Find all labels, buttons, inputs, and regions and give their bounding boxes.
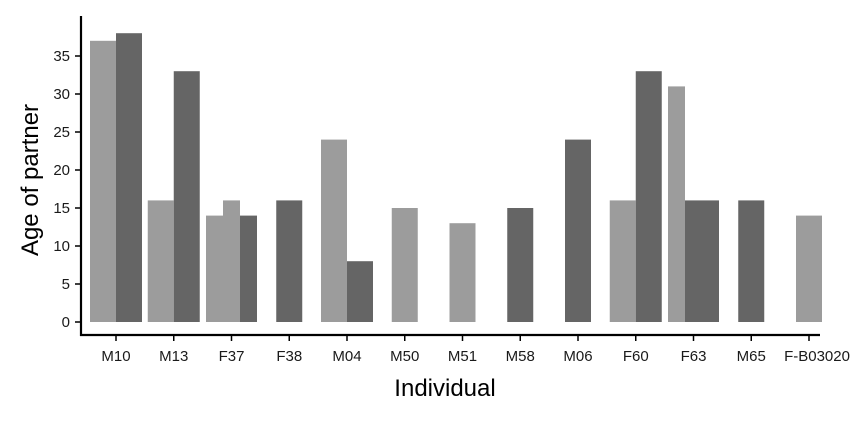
bar-M13-2 bbox=[173, 71, 200, 322]
bar-M65-1 bbox=[738, 200, 765, 322]
y-tick-label-15: 15 bbox=[53, 200, 70, 217]
bar-F38-1 bbox=[276, 200, 303, 322]
x-tick-label-M50: M50 bbox=[390, 348, 419, 365]
x-tick-label-F63: F63 bbox=[681, 348, 707, 365]
x-tick-label-M06: M06 bbox=[563, 348, 592, 365]
x-tick-label-F37: F37 bbox=[219, 348, 245, 365]
bar-F37-3 bbox=[240, 215, 257, 322]
bar-M10-2 bbox=[116, 33, 142, 322]
bar-F-B03020-1 bbox=[796, 215, 822, 322]
y-tick-label-20: 20 bbox=[53, 162, 70, 179]
bar-F37-2 bbox=[223, 200, 240, 322]
x-axis-title: Individual bbox=[394, 375, 495, 402]
y-axis-title: Age of partner bbox=[17, 104, 44, 256]
bar-M51-1 bbox=[449, 223, 476, 322]
bar-M04-1 bbox=[321, 139, 347, 322]
x-tick-label-M51: M51 bbox=[448, 348, 477, 365]
x-tick-label-F38: F38 bbox=[276, 348, 302, 365]
x-axis: M10 M13 F37 F38 M04 M50 M51 M58 M06 F60 F63 M65 F-B0… bbox=[80, 333, 850, 365]
y-tick-label-30: 30 bbox=[53, 86, 70, 103]
bar-M50-1 bbox=[391, 208, 418, 322]
x-tick-label-F-B03020: F-B03020 bbox=[784, 348, 850, 365]
x-tick-label-M58: M58 bbox=[506, 348, 535, 365]
bar-F60-2 bbox=[635, 71, 662, 322]
bar-F37-1 bbox=[206, 215, 223, 322]
bar-F63-3 bbox=[702, 200, 719, 322]
y-tick-label-35: 35 bbox=[53, 48, 70, 65]
bar-F63-2 bbox=[685, 200, 702, 322]
y-tick-label-25: 25 bbox=[53, 124, 70, 141]
x-tick-label-M13: M13 bbox=[159, 348, 188, 365]
x-tick-label-M65: M65 bbox=[737, 348, 766, 365]
bar-M04-2 bbox=[347, 261, 373, 322]
bar-M58-1 bbox=[507, 208, 534, 322]
y-tick-label-10: 10 bbox=[53, 238, 70, 255]
bar-M06-1 bbox=[565, 139, 591, 322]
y-tick-label-5: 5 bbox=[62, 276, 70, 293]
bar-F63-1 bbox=[668, 86, 685, 323]
y-axis: 0 5 10 15 20 25 30 35 bbox=[53, 16, 83, 336]
bar-F60-1 bbox=[609, 200, 636, 322]
x-tick-label-F60: F60 bbox=[623, 348, 649, 365]
x-tick-label-M10: M10 bbox=[101, 348, 130, 365]
x-tick-label-M04: M04 bbox=[332, 348, 361, 365]
bars bbox=[90, 33, 822, 323]
bar-M13-1 bbox=[147, 200, 174, 322]
bar-M10-1 bbox=[90, 40, 116, 323]
y-tick-label-0: 0 bbox=[62, 314, 70, 331]
